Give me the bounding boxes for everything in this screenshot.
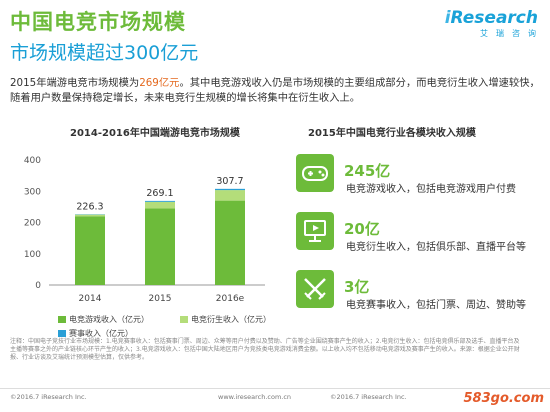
y-tick-label: 0 (35, 281, 41, 291)
footer-divider (0, 388, 550, 389)
bar-segment-1 (145, 208, 175, 285)
chart-title: 2014-2016年中国端游电竞市场规模 (70, 128, 240, 139)
segments-title: 2015年中国电竞行业各模块收入规模 (308, 128, 476, 139)
bar-total-label: 307.7 (216, 176, 243, 187)
x-tick-label: 2015 (149, 294, 172, 304)
gamepad-icon (296, 154, 334, 192)
bar-total-label: 226.3 (76, 201, 103, 212)
x-tick-label: 2016e (216, 294, 245, 304)
summary-text: 2015年端游电竞市场规模为269亿元。其中电竞游戏收入仍是市场规模的主要组成部… (10, 77, 540, 104)
y-tick-label: 400 (24, 156, 41, 166)
y-tick-label: 200 (24, 219, 41, 229)
streaming-platform-icon (296, 212, 334, 250)
bar-segment-1 (75, 216, 105, 285)
logo-wordmark: iResearch (444, 8, 538, 28)
bar-segment-2 (75, 214, 105, 217)
crossed-swords-icon (296, 270, 334, 308)
footnote: 注释：中国电子竞技行业市场规模：1.电竞赛事收入：包括赛事门票、周边、众筹等用户… (10, 338, 520, 362)
segment-desc-game: 电竞游戏收入，包括电竞游戏用户付费 (346, 184, 516, 195)
legend-item-game-revenue: 电竞游戏收入（亿元） (58, 314, 149, 325)
segment-value-game: 245亿 (344, 162, 391, 180)
market-size-bar-chart: 0 100 200 300 400 226.3 2014 269.1 2015 307.7 2016… (24, 156, 265, 304)
footer-copyright-2: ©2016.7 iResearch Inc. (330, 393, 407, 401)
segment-value-derivative: 20亿 (344, 220, 380, 238)
x-tick-label: 2014 (79, 294, 102, 304)
bar-segment-2 (145, 201, 175, 209)
bar-segment-2 (215, 190, 245, 201)
bar-segment-3 (145, 200, 175, 202)
page-subtitle: 市场规模超过300亿元 (10, 42, 199, 64)
footer-website: www.iresearch.com.cn (218, 393, 292, 401)
site-watermark: 583go.com (463, 391, 545, 406)
segment-desc-derivative: 电竞衍生收入，包括俱乐部、直播平台等 (346, 242, 526, 253)
legend-swatch (180, 316, 188, 323)
legend-item-event-revenue: 赛事收入（亿元） (58, 328, 133, 339)
bar-segment-1 (215, 200, 245, 285)
y-tick-label: 300 (24, 187, 41, 197)
footer-copyright: ©2016.7 iResearch Inc. (10, 393, 87, 401)
page-title: 中国电竞市场规模 (10, 10, 186, 34)
segment-value-events: 3亿 (344, 278, 370, 296)
logo-subtext: 艾瑞咨询 (480, 29, 544, 38)
legend-swatch (58, 330, 66, 337)
bar-segment-3 (215, 188, 245, 191)
legend-swatch (58, 316, 66, 323)
y-tick-label: 100 (24, 250, 41, 260)
summary-highlight: 269亿元 (139, 77, 180, 89)
bar-total-label: 269.1 (146, 188, 173, 199)
legend-item-derivative-revenue: 电竞衍生收入（亿元） (180, 314, 271, 325)
iresearch-logo: iResearch 艾瑞咨询 (443, 8, 538, 39)
segment-desc-events: 电竞赛事收入，包括门票、周边、赞助等 (346, 300, 526, 311)
